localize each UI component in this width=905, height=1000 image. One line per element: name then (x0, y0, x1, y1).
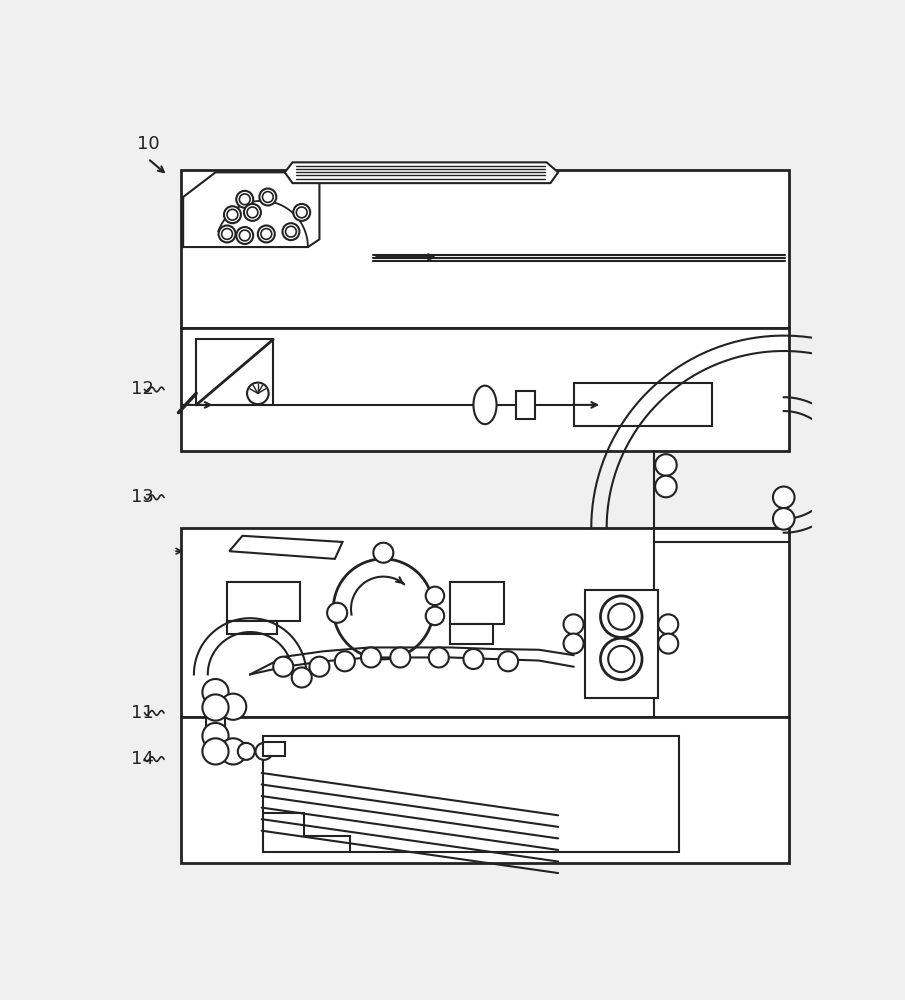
Circle shape (220, 694, 246, 720)
Circle shape (239, 230, 250, 241)
Circle shape (203, 694, 229, 721)
Circle shape (425, 587, 444, 605)
Circle shape (247, 207, 258, 218)
Circle shape (219, 225, 235, 242)
Circle shape (333, 559, 433, 659)
Text: 10: 10 (137, 135, 159, 153)
Bar (574, 383, 712, 426)
Circle shape (222, 229, 233, 239)
Circle shape (286, 226, 296, 237)
Circle shape (601, 596, 642, 637)
Circle shape (335, 651, 355, 671)
Circle shape (390, 647, 410, 667)
Circle shape (236, 191, 253, 208)
Circle shape (238, 743, 255, 760)
Circle shape (498, 651, 518, 671)
Circle shape (608, 646, 634, 672)
Polygon shape (285, 162, 558, 183)
Circle shape (601, 638, 642, 680)
Circle shape (255, 743, 272, 760)
Circle shape (374, 543, 394, 563)
Bar (181, 328, 789, 451)
Bar (586, 590, 658, 698)
Circle shape (658, 614, 678, 634)
Text: 11: 11 (131, 704, 154, 722)
Bar (516, 391, 535, 419)
Bar (181, 717, 789, 863)
Bar (451, 624, 492, 644)
Text: 13: 13 (131, 488, 154, 506)
Circle shape (608, 604, 634, 630)
Circle shape (260, 189, 276, 205)
Circle shape (282, 223, 300, 240)
Circle shape (262, 192, 273, 202)
Circle shape (655, 454, 677, 476)
Bar (181, 528, 789, 717)
Circle shape (236, 227, 253, 244)
Circle shape (220, 738, 246, 764)
Circle shape (564, 614, 584, 634)
Bar (263, 736, 679, 852)
Circle shape (429, 647, 449, 667)
Circle shape (203, 679, 229, 705)
Circle shape (310, 657, 329, 677)
Circle shape (203, 738, 229, 764)
Text: 14: 14 (131, 750, 154, 768)
Bar (263, 742, 285, 756)
Circle shape (658, 634, 678, 654)
Circle shape (463, 649, 483, 669)
Circle shape (425, 607, 444, 625)
Polygon shape (229, 536, 342, 559)
Circle shape (227, 209, 238, 220)
Circle shape (247, 383, 269, 404)
Text: 12: 12 (131, 380, 154, 398)
Circle shape (261, 229, 272, 239)
Bar (451, 582, 504, 624)
Bar (227, 620, 277, 634)
Circle shape (327, 603, 348, 623)
Circle shape (296, 207, 307, 218)
Circle shape (224, 206, 241, 223)
Circle shape (773, 508, 795, 530)
Circle shape (655, 476, 677, 497)
Bar (196, 339, 273, 405)
Circle shape (564, 634, 584, 654)
Polygon shape (183, 172, 319, 247)
Circle shape (273, 657, 293, 677)
Circle shape (258, 225, 275, 242)
Bar (227, 582, 300, 620)
Circle shape (361, 647, 381, 667)
Circle shape (291, 667, 311, 687)
Bar (181, 170, 789, 328)
Circle shape (773, 487, 795, 508)
Ellipse shape (473, 386, 497, 424)
Circle shape (239, 194, 250, 205)
Circle shape (293, 204, 310, 221)
Circle shape (203, 723, 229, 749)
Circle shape (244, 204, 261, 221)
